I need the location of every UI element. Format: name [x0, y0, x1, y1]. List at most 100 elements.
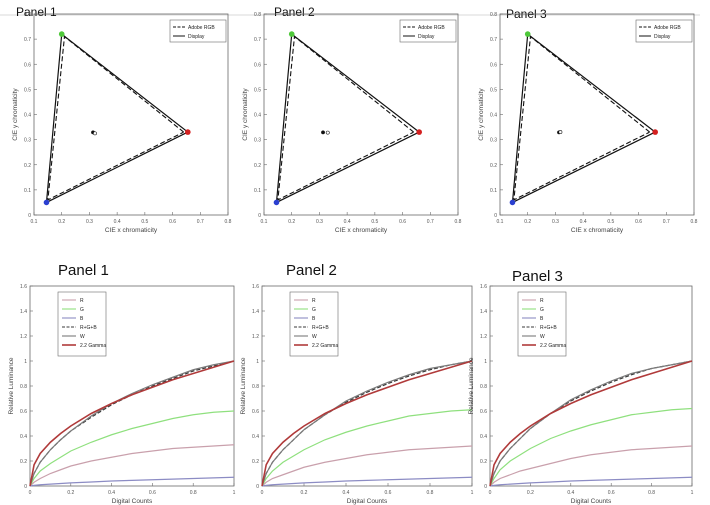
white-point-marker — [325, 130, 330, 135]
y-axis-label: Relative Luminance — [8, 357, 15, 414]
plot-frame — [33, 13, 229, 216]
y-tick-label: 0.4 — [24, 113, 31, 119]
x-axis-label: CIE x chromaticity — [105, 227, 158, 234]
legend-entry: R+G+B — [312, 325, 329, 331]
primary-marker — [416, 129, 423, 135]
x-tick-label: 1 — [233, 490, 236, 496]
y-axis-label: CIE y chromaticity — [242, 88, 249, 141]
x-tick-label: 0.2 — [301, 490, 308, 496]
primary-marker — [185, 129, 191, 135]
x-tick-label: 1 — [471, 490, 474, 496]
x-axis-label: CIE x chromaticity — [335, 227, 388, 234]
series-line-g — [29, 410, 235, 487]
legend-entry: Display — [188, 34, 205, 40]
y-tick-label: 0 — [256, 484, 259, 490]
y-tick-label: 0.6 — [252, 409, 259, 415]
primary-marker — [652, 129, 658, 135]
y-tick-label: 0.3 — [24, 138, 31, 144]
x-tick-label: 0 — [489, 490, 492, 496]
series-line-r — [261, 445, 473, 487]
gamut-adobe-rgb — [277, 35, 415, 201]
chart-panel-3: Panel 30.1 0.2 0.3 0.4 0.5 0.6 0.7 0.800.10.20.… — [478, 7, 698, 234]
x-tick-label: 0.4 — [567, 490, 574, 496]
gamut-adobe-rgb — [47, 35, 185, 201]
legend-entry: Adobe RGB — [654, 25, 681, 31]
series-line-2-2-gamma — [29, 360, 235, 487]
gamut-adobe-rgb — [513, 35, 651, 201]
x-tick-label: 0 — [29, 490, 32, 496]
legend-entry: W — [312, 334, 317, 340]
gamut-display — [45, 32, 189, 204]
y-tick-label: 0.8 — [254, 12, 261, 18]
y-tick-label: 1 — [484, 359, 487, 365]
y-tick-label: 0.7 — [254, 37, 261, 43]
y-tick-label: 0.2 — [254, 163, 261, 169]
series-line-2-2-gamma — [489, 360, 693, 487]
y-tick-label: 1.2 — [480, 334, 487, 340]
y-tick-label: 0.7 — [24, 37, 31, 43]
x-tick-label: 1 — [691, 490, 694, 496]
x-tick-label: 0.7 — [663, 219, 670, 225]
x-tick-label: 0.8 — [691, 219, 698, 225]
panel-label: Panel 2 — [274, 5, 315, 19]
x-tick-label: 0.2 — [288, 219, 295, 225]
y-tick-label: 0.7 — [490, 37, 497, 43]
primary-marker — [509, 199, 516, 206]
x-tick-label: 0.5 — [607, 219, 614, 225]
chart-panel-2: Panel 20.1 0.2 0.3 0.4 0.5 0.6 0.7 0.800.10.20.… — [242, 5, 462, 234]
gamut-display — [511, 32, 656, 204]
x-axis-label: Digital Counts — [571, 498, 612, 505]
series-line-w — [489, 360, 693, 487]
x-tick-label: 0 — [261, 490, 264, 496]
y-tick-label: 1.4 — [252, 309, 259, 315]
legend-entry: B — [80, 316, 84, 322]
panel-label: Panel 3 — [512, 268, 563, 285]
legend-entry: R — [80, 298, 84, 304]
y-tick-label: 0.4 — [480, 434, 487, 440]
y-tick-label: 0.8 — [24, 12, 31, 18]
y-tick-label: 0.6 — [254, 62, 261, 68]
legend-entry: G — [80, 307, 84, 313]
legend-entry: W — [540, 334, 545, 340]
series-line-r — [29, 444, 235, 487]
y-tick-label: 1 — [24, 359, 27, 365]
legend-entry: B — [312, 316, 316, 322]
x-tick-label: 0.8 — [427, 490, 434, 496]
series-line-w — [29, 360, 235, 487]
primary-marker — [58, 31, 65, 37]
x-tick-label: 0.6 — [385, 490, 392, 496]
x-axis-label: Digital Counts — [112, 498, 153, 505]
y-tick-label: 0.1 — [490, 188, 497, 194]
legend-entry: W — [80, 334, 85, 340]
legend-entry: R+G+B — [80, 325, 97, 331]
panel-label: Panel 1 — [58, 262, 109, 279]
primary-marker — [273, 199, 280, 206]
x-tick-label: 0.6 — [399, 219, 406, 225]
x-tick-label: 0.4 — [344, 219, 351, 225]
series-line-r-g-b — [489, 360, 693, 487]
x-tick-label: 0.1 — [261, 219, 268, 225]
y-tick-label: 0 — [494, 213, 497, 219]
series-line-w — [261, 360, 473, 487]
plot-frame — [263, 13, 459, 216]
y-tick-label: 0 — [28, 213, 31, 219]
legend-entry: R — [312, 298, 316, 304]
x-tick-label: 0.6 — [635, 219, 642, 225]
y-tick-label: 0.2 — [480, 459, 487, 465]
y-tick-label: 1.6 — [252, 284, 259, 290]
y-axis-label: CIE y chromaticity — [12, 88, 19, 141]
x-tick-label: 0.1 — [31, 219, 38, 225]
x-tick-label: 0.2 — [524, 219, 531, 225]
y-tick-label: 0.2 — [20, 459, 27, 465]
legend-entry: 2.2 Gamma — [540, 343, 566, 349]
y-tick-label: 1.2 — [20, 334, 27, 340]
y-tick-label: 0.8 — [480, 384, 487, 390]
y-tick-label: 1.4 — [480, 309, 487, 315]
chart-panel-5: Panel 2 0 0.2 0.4 0.6 0.8 1 0 0.2 0.4 0.6 0.8 1 1.2 1.… — [240, 262, 474, 505]
legend-entry: 2.2 Gamma — [80, 343, 106, 349]
y-tick-label: 0.6 — [20, 409, 27, 415]
x-axis-label: Digital Counts — [347, 498, 388, 505]
legend-entry: G — [540, 307, 544, 313]
x-tick-label: 0.7 — [427, 219, 434, 225]
series-line-r — [489, 445, 693, 487]
